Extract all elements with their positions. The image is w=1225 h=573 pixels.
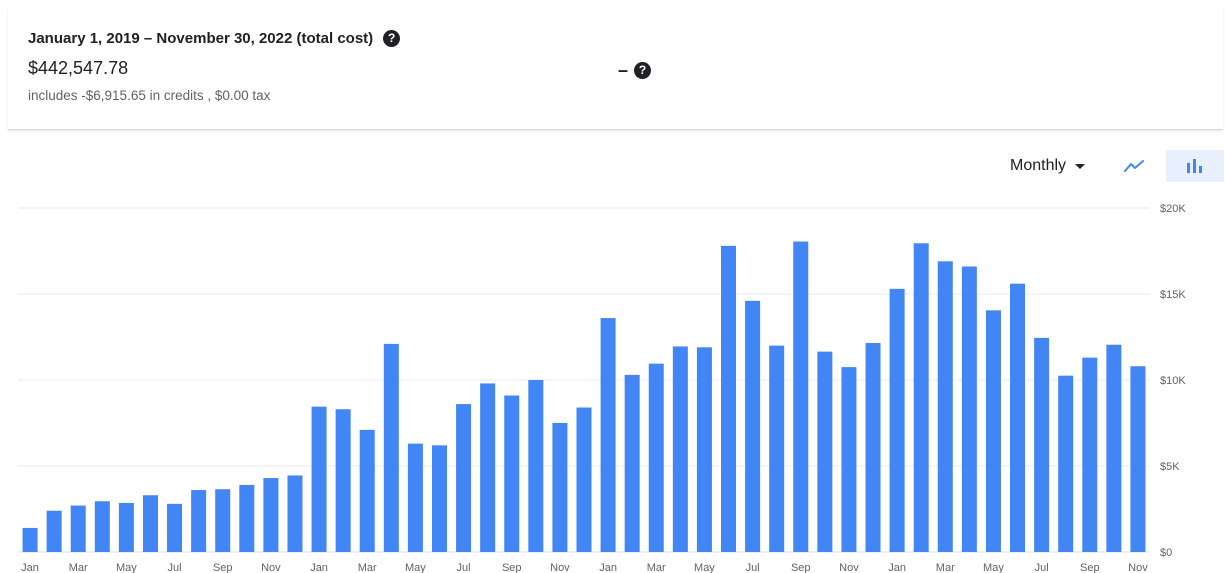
bar[interactable] — [167, 503, 183, 552]
bar[interactable] — [648, 363, 664, 552]
x-tick-label: Nov — [261, 562, 281, 573]
bar[interactable] — [913, 243, 929, 552]
bar-chart-icon — [1187, 159, 1202, 173]
y-tick-label: $20K — [1160, 203, 1186, 215]
granularity-dropdown[interactable]: Monthly — [1010, 150, 1086, 182]
bar[interactable] — [1034, 337, 1050, 552]
bar[interactable] — [239, 484, 255, 552]
bar[interactable] — [696, 347, 712, 552]
bar[interactable] — [1082, 357, 1098, 552]
bar[interactable] — [431, 445, 447, 552]
period-title: January 1, 2019 – November 30, 2022 (tot… — [28, 30, 374, 47]
x-tick-label: Nov — [839, 562, 859, 573]
total-cost: $442,547.78 — [28, 58, 129, 78]
x-tick-label: Sep — [1080, 562, 1100, 573]
y-tick-label: $10K — [1160, 375, 1186, 387]
x-tick-label: Sep — [502, 562, 522, 573]
credits-note: includes -$6,915.65 in credits , $0.00 t… — [28, 88, 271, 103]
bar[interactable] — [480, 383, 496, 552]
x-tick-label: Sep — [213, 562, 233, 573]
bar[interactable] — [1058, 375, 1074, 552]
x-tick-label: Jan — [310, 562, 328, 573]
bar[interactable] — [1010, 283, 1026, 552]
bar[interactable] — [263, 478, 279, 552]
bar[interactable] — [745, 300, 761, 552]
x-tick-label: Jul — [746, 562, 760, 573]
bar[interactable] — [118, 502, 134, 552]
bar[interactable] — [769, 345, 785, 552]
bar[interactable] — [937, 261, 953, 552]
bar[interactable] — [191, 490, 207, 552]
line-chart-icon — [1124, 160, 1144, 172]
x-tick-label: Nov — [550, 562, 570, 573]
help-icon[interactable]: ? — [383, 30, 401, 47]
x-tick-label: Jan — [21, 562, 39, 573]
bar[interactable] — [383, 343, 399, 552]
bar[interactable] — [672, 346, 688, 552]
bar[interactable] — [287, 475, 303, 552]
cost-summary-card: January 1, 2019 – November 30, 2022 (tot… — [8, 8, 1223, 130]
bar[interactable] — [528, 380, 544, 552]
y-tick-label: $0 — [1160, 547, 1172, 559]
bar[interactable] — [335, 409, 351, 552]
x-tick-label: May — [694, 562, 715, 573]
bar[interactable] — [817, 351, 833, 552]
bar[interactable] — [94, 501, 110, 552]
bar[interactable] — [865, 343, 881, 552]
x-tick-label: May — [116, 562, 137, 573]
bar[interactable] — [889, 288, 905, 552]
x-tick-label: Sep — [791, 562, 811, 573]
bar[interactable] — [1130, 366, 1146, 552]
line-chart-toggle[interactable] — [1116, 150, 1152, 182]
bar[interactable] — [841, 367, 857, 552]
bar-chart-toggle[interactable] — [1166, 150, 1224, 182]
bar[interactable] — [600, 318, 616, 552]
x-tick-label: Jul — [457, 562, 471, 573]
bar[interactable] — [311, 406, 327, 552]
chart-toolbar: Monthly — [0, 150, 1225, 182]
x-tick-label: May — [983, 562, 1004, 573]
bar[interactable] — [70, 505, 86, 552]
bar[interactable] — [215, 489, 231, 552]
x-tick-label: Jan — [599, 562, 617, 573]
comparison-help-icon[interactable]: ? — [634, 62, 652, 79]
x-tick-label: Mar — [647, 562, 666, 573]
bar[interactable] — [504, 395, 520, 552]
bar[interactable] — [46, 510, 62, 552]
cost-bar-chart: $0 $5K $10K $15K $20K Jan Mar May Jul Sep Nov Jan Ma… — [18, 203, 1186, 573]
x-tick-label: Jul — [1035, 562, 1049, 573]
x-tick-label: Jan — [888, 562, 906, 573]
bar[interactable] — [456, 404, 472, 552]
x-tick-label: Nov — [1128, 562, 1148, 573]
x-tick-label: Jul — [168, 562, 182, 573]
bar[interactable] — [552, 423, 568, 552]
x-tick-label: Mar — [69, 562, 88, 573]
caret-down-icon — [1075, 163, 1086, 169]
bar[interactable] — [576, 407, 592, 552]
bar[interactable] — [624, 374, 640, 552]
bar[interactable] — [22, 527, 38, 552]
y-tick-label: $5K — [1160, 461, 1180, 473]
granularity-label: Monthly — [1010, 157, 1067, 174]
bar[interactable] — [142, 495, 158, 552]
x-tick-label: Mar — [936, 562, 955, 573]
bar[interactable] — [359, 429, 375, 552]
comparison: – ? — [618, 60, 652, 81]
bar[interactable] — [961, 266, 977, 552]
bar[interactable] — [721, 245, 737, 552]
bar[interactable] — [985, 310, 1001, 552]
bar[interactable] — [407, 443, 423, 552]
bar[interactable] — [1106, 344, 1122, 552]
period-row: January 1, 2019 – November 30, 2022 (tot… — [28, 30, 401, 47]
bar[interactable] — [793, 241, 809, 552]
x-tick-label: May — [405, 562, 426, 573]
y-tick-label: $15K — [1160, 289, 1186, 301]
comparison-value: – — [618, 60, 629, 80]
x-tick-label: Mar — [358, 562, 377, 573]
